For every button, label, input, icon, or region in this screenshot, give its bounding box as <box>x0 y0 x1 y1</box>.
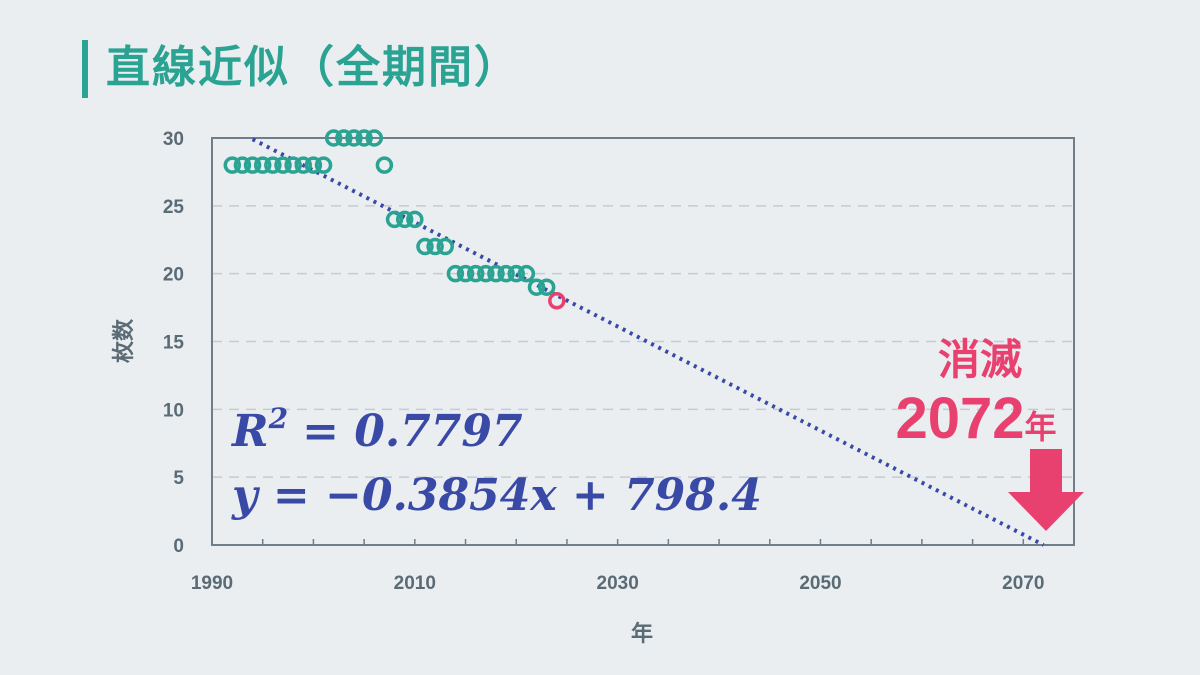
data-point <box>284 156 302 174</box>
data-point <box>527 278 546 296</box>
data-point <box>233 156 252 174</box>
highlighted-data-point <box>548 292 566 310</box>
data-point <box>456 264 475 283</box>
y-tick-label: 0 <box>173 536 184 557</box>
data-point <box>355 129 373 147</box>
data-point <box>477 264 495 283</box>
data-point <box>426 237 444 256</box>
y-tick-label: 30 <box>163 129 184 150</box>
x-tick-label: 1990 <box>191 573 233 594</box>
data-point <box>264 156 282 174</box>
y-tick-label: 15 <box>163 333 185 354</box>
y-tick-label: 20 <box>163 265 184 286</box>
page-title: 直線近似（全期間） <box>106 42 520 93</box>
data-point <box>365 129 384 147</box>
data-point <box>466 264 485 283</box>
x-tick-label: 2050 <box>799 573 841 594</box>
grid-lines <box>212 205 1074 478</box>
x-axis-title: 年 <box>631 621 653 647</box>
plot-area <box>211 137 1075 546</box>
data-point <box>416 237 434 256</box>
regression-equation: y = −0.3854x + 798.4 <box>231 470 762 521</box>
r-squared-symbol: R <box>230 406 269 457</box>
data-point <box>487 264 505 283</box>
data-point <box>375 156 394 174</box>
x-tick-label: 2030 <box>597 573 639 594</box>
data-point <box>335 129 353 147</box>
data-point <box>517 264 536 283</box>
data-points <box>223 129 566 310</box>
data-point <box>324 129 343 147</box>
data-point <box>223 156 242 174</box>
data-point <box>436 237 454 256</box>
data-point <box>314 156 333 174</box>
title-accent-bar <box>82 40 88 98</box>
data-point <box>253 156 272 174</box>
down-arrow-icon <box>1008 449 1084 531</box>
y-axis-title: 枚数 <box>111 318 137 363</box>
axis-ticks: 1990 2010 2030 2050 2070 0 5 10 15 20 25 30 <box>163 129 1045 594</box>
data-point <box>243 156 262 174</box>
callout-year: 2072年 <box>895 386 1056 451</box>
data-point <box>406 210 424 229</box>
callout-year-suffix: 年 <box>1025 409 1057 445</box>
data-point <box>294 156 313 174</box>
y-tick-label: 5 <box>173 468 184 489</box>
data-point <box>507 264 525 283</box>
data-point <box>497 264 515 283</box>
data-point <box>385 210 404 229</box>
data-point <box>274 156 292 174</box>
x-tick-label: 2010 <box>394 573 436 594</box>
data-point <box>304 156 323 174</box>
r-squared-value: = 0.7797 <box>302 406 523 457</box>
r-squared-exponent: 2 <box>268 402 288 435</box>
y-tick-label: 25 <box>163 197 185 218</box>
data-point <box>395 210 414 229</box>
data-point <box>345 129 363 147</box>
data-point <box>537 278 556 296</box>
r-squared-annotation: R2 = 0.7797 <box>230 402 523 457</box>
data-point <box>446 264 465 283</box>
callout-year-value: 2072 <box>895 386 1024 451</box>
callout-title: 消滅 <box>938 336 1022 383</box>
x-tick-label: 2070 <box>1002 573 1044 594</box>
y-tick-label: 10 <box>163 400 184 421</box>
